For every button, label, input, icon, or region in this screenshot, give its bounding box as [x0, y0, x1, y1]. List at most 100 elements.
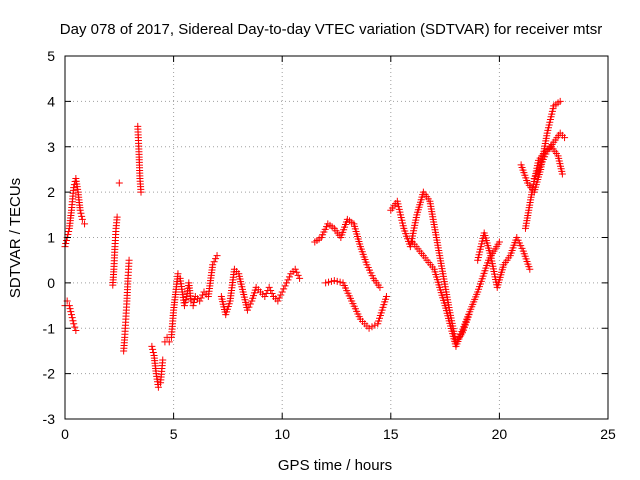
data-point: [246, 300, 254, 308]
data-point: [165, 338, 173, 346]
data-point: [213, 252, 221, 260]
data-point: [62, 240, 70, 248]
data-point: [191, 296, 199, 304]
chart-title: Day 078 of 2017, Sidereal Day-to-day VTE…: [60, 21, 602, 38]
data-point: [296, 274, 304, 282]
y-tick-labels: -3 -2 -1 0 1 2 3 4 5: [43, 48, 56, 427]
data-point: [495, 238, 503, 246]
data-point: [285, 273, 293, 281]
x-tick-label: 0: [61, 426, 69, 442]
data-point: [66, 305, 74, 313]
data-point: [365, 324, 373, 332]
data-point: [291, 265, 299, 273]
data-point: [65, 227, 73, 235]
data-point: [281, 282, 289, 290]
data-point: [149, 348, 157, 356]
y-tick-label: 0: [47, 275, 55, 291]
data-point: [189, 302, 197, 310]
data-point: [159, 356, 167, 364]
x-tick-label: 20: [492, 426, 508, 442]
data-point: [322, 279, 330, 287]
y-tick-label: 2: [47, 184, 55, 200]
data-point: [68, 311, 76, 319]
data-point: [149, 345, 157, 353]
data-point: [212, 255, 220, 263]
data-point: [180, 302, 188, 310]
data-point: [333, 277, 341, 285]
data-point: [280, 285, 288, 293]
data-point: [115, 179, 123, 187]
y-tick-label: -3: [43, 411, 56, 427]
x-tick-label: 25: [600, 426, 616, 442]
x-tick-label: 15: [383, 426, 399, 442]
data-point: [278, 288, 286, 296]
data-point: [265, 283, 273, 291]
data-point: [336, 278, 344, 286]
data-point: [371, 321, 379, 329]
data-point: [261, 292, 269, 300]
data-point: [382, 292, 390, 300]
y-tick-label: -2: [43, 366, 56, 382]
plot-frame: [64, 55, 609, 420]
data-point: [70, 320, 78, 328]
data-point: [210, 258, 218, 266]
data-point: [283, 279, 291, 287]
data-point: [113, 213, 121, 221]
data-point: [197, 294, 205, 302]
data-point: [376, 283, 384, 291]
y-tick-label: 3: [47, 139, 55, 155]
data-point: [325, 278, 333, 286]
data-point: [274, 297, 282, 305]
data-point: [190, 299, 198, 307]
data-point: [72, 327, 80, 335]
data-point: [243, 306, 251, 314]
data-point: [209, 261, 217, 269]
data-point: [558, 170, 566, 178]
data-point: [526, 265, 534, 273]
data-point: [67, 308, 75, 316]
data-point: [69, 317, 77, 325]
data-point: [268, 289, 276, 297]
y-tick-label: 1: [47, 230, 55, 246]
data-point: [267, 286, 275, 294]
y-tick-label: -1: [43, 320, 56, 336]
data-point: [199, 291, 207, 299]
data-point: [125, 256, 133, 264]
data-point: [76, 206, 84, 214]
data-point: [77, 209, 85, 217]
data-point: [245, 303, 253, 311]
data-point: [78, 212, 86, 220]
data-point: [182, 296, 190, 304]
y-tick-label: 4: [47, 93, 55, 109]
data-point: [293, 268, 301, 276]
data-point: [561, 134, 569, 142]
data-point: [154, 383, 162, 391]
data-point: [64, 230, 72, 238]
x-tick-labels: 0 5 10 15 20 25: [61, 426, 616, 442]
y-axis-label: SDTVAR / TECUs: [7, 178, 24, 298]
data-point: [368, 323, 376, 331]
data-point: [294, 271, 302, 279]
data-point: [68, 314, 76, 322]
data-point: [81, 220, 89, 228]
data-point: [174, 270, 182, 278]
x-tick-label: 10: [274, 426, 290, 442]
data-point: [65, 302, 73, 310]
data-point: [70, 184, 78, 192]
x-axis-label: GPS time / hours: [278, 457, 392, 474]
data-point: [275, 294, 283, 302]
data-point: [330, 277, 338, 285]
data-point: [277, 291, 285, 299]
data-points: [61, 97, 569, 391]
data-point: [148, 342, 156, 350]
data-point: [284, 276, 292, 284]
axis-ticks: [64, 55, 609, 420]
data-point: [137, 188, 145, 196]
data-point: [62, 237, 70, 245]
data-point: [181, 299, 189, 307]
x-tick-label: 5: [170, 426, 178, 442]
data-point: [196, 297, 204, 305]
data-point: [71, 323, 79, 331]
y-tick-label: 5: [47, 48, 55, 64]
